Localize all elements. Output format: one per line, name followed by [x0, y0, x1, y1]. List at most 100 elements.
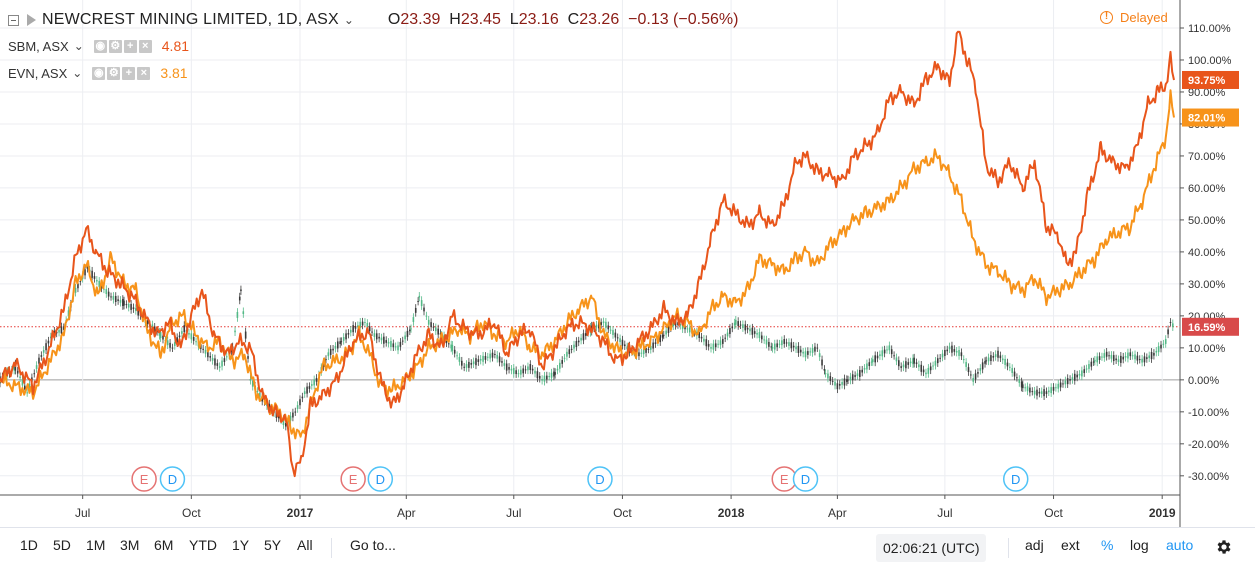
- event-circle[interactable]: [340, 466, 366, 492]
- candle-body: [327, 352, 330, 357]
- range-3m[interactable]: 3M: [120, 537, 140, 553]
- candle-body: [1078, 373, 1081, 376]
- candle-body: [883, 349, 886, 354]
- series-line-sbm[interactable]: [0, 30, 1175, 478]
- compare-symbol[interactable]: EVN, ASX: [8, 65, 68, 81]
- candle-body: [979, 368, 982, 371]
- dividend-marker[interactable]: D: [587, 466, 613, 492]
- chevron-down-icon[interactable]: ⌄: [72, 66, 83, 80]
- high-label: H: [449, 11, 461, 28]
- plus-icon[interactable]: +: [122, 66, 136, 80]
- gear-icon[interactable]: ⚙: [108, 39, 122, 53]
- candle-body: [561, 360, 563, 364]
- compare-legend-sbm[interactable]: SBM, ASX ⌄ ◉ ⚙ + × 4.81: [8, 38, 189, 54]
- chevron-down-icon[interactable]: ⌄: [73, 39, 84, 53]
- candle-body: [797, 345, 800, 353]
- log-toggle[interactable]: log: [1130, 537, 1149, 553]
- candle-body: [1083, 369, 1086, 374]
- candle-body: [965, 362, 967, 367]
- candle-body: [352, 325, 354, 333]
- candle-body: [1092, 361, 1095, 363]
- ext-toggle[interactable]: ext: [1061, 537, 1080, 553]
- candle-body: [948, 346, 951, 350]
- close-icon[interactable]: ×: [138, 39, 152, 53]
- minus-square-icon[interactable]: [8, 14, 19, 26]
- main-series-legend[interactable]: NEWCREST MINING LIMITED, 1D, ASX ⌄ O23.3…: [8, 11, 738, 29]
- event-circle[interactable]: [792, 466, 819, 492]
- range-ytd[interactable]: YTD: [189, 537, 217, 553]
- event-label: E: [780, 472, 789, 487]
- range-6m[interactable]: 6M: [154, 537, 174, 553]
- range-1m[interactable]: 1M: [86, 537, 106, 553]
- candle-body: [953, 349, 956, 352]
- candle-body: [1057, 383, 1060, 389]
- candle-body: [1129, 352, 1132, 357]
- candle-body: [1090, 361, 1093, 367]
- compare-symbol[interactable]: SBM, ASX: [8, 38, 69, 54]
- event-circle[interactable]: [587, 466, 613, 492]
- candle-body: [893, 355, 895, 357]
- price-chart[interactable]: 110.00%100.00%90.00%80.00%70.00%60.00%50…: [0, 0, 1255, 527]
- clock-time[interactable]: 02:06:21 (UTC): [876, 534, 987, 562]
- chevron-down-icon[interactable]: ⌄: [343, 13, 354, 27]
- range-1d[interactable]: 1D: [20, 537, 38, 553]
- flag-icon[interactable]: [27, 14, 36, 26]
- candle-body: [553, 371, 555, 377]
- close-icon[interactable]: ×: [137, 66, 151, 80]
- candle-body: [985, 360, 988, 362]
- candle-body: [559, 362, 561, 369]
- candle-body: [863, 367, 866, 370]
- earnings-marker[interactable]: E: [771, 466, 797, 492]
- candle-body: [1160, 344, 1162, 349]
- candle-body: [174, 342, 176, 346]
- candle-body: [638, 352, 640, 357]
- candle-body: [1105, 351, 1108, 357]
- range-5y[interactable]: 5Y: [264, 537, 282, 553]
- adj-toggle[interactable]: adj: [1025, 537, 1044, 553]
- candle-body: [1073, 373, 1076, 381]
- candle-body: [790, 342, 793, 349]
- y-tick-label: 30.00%: [1188, 279, 1226, 291]
- candle-body: [554, 372, 556, 375]
- candle-body: [259, 392, 261, 398]
- plus-icon[interactable]: +: [123, 39, 137, 53]
- candle-body: [737, 321, 739, 326]
- compare-legend-evn[interactable]: EVN, ASX ⌄ ◉ ⚙ + × 3.81: [8, 65, 188, 81]
- earnings-marker[interactable]: E: [131, 466, 157, 492]
- eye-icon[interactable]: ◉: [93, 39, 107, 53]
- eye-icon[interactable]: ◉: [92, 66, 106, 80]
- range-5d[interactable]: 5D: [53, 537, 71, 553]
- auto-toggle[interactable]: auto: [1166, 537, 1194, 553]
- gear-icon[interactable]: ⚙: [107, 66, 121, 80]
- earnings-marker[interactable]: E: [340, 466, 366, 492]
- candle-body: [1071, 377, 1074, 380]
- candle-body: [895, 357, 898, 362]
- event-circle[interactable]: [367, 466, 394, 492]
- dividend-marker[interactable]: D: [159, 466, 186, 492]
- candle-body: [1164, 339, 1167, 344]
- candle-body: [771, 347, 774, 349]
- delayed-indicator[interactable]: ! Delayed: [1100, 10, 1168, 25]
- series-line-evn[interactable]: [0, 89, 1175, 440]
- symbol-title[interactable]: NEWCREST MINING LIMITED, 1D, ASX: [42, 11, 339, 28]
- percent-toggle[interactable]: %: [1101, 537, 1114, 553]
- candle-body: [122, 298, 124, 307]
- candle-body: [240, 289, 242, 292]
- event-circle[interactable]: [131, 466, 157, 492]
- candle-body: [1169, 322, 1172, 324]
- range-all[interactable]: All: [297, 537, 313, 553]
- dividend-marker[interactable]: D: [367, 466, 394, 492]
- event-circle[interactable]: [159, 466, 186, 492]
- range-1y[interactable]: 1Y: [232, 537, 250, 553]
- candle-body: [749, 328, 751, 332]
- goto-button[interactable]: Go to...: [350, 537, 396, 553]
- event-circle[interactable]: [1002, 466, 1029, 492]
- dividend-marker[interactable]: D: [1002, 466, 1029, 492]
- dividend-marker[interactable]: D: [792, 466, 819, 492]
- candle-body: [1127, 352, 1129, 359]
- gear-icon[interactable]: [1215, 538, 1233, 556]
- candle-body: [47, 340, 50, 344]
- candle-body: [342, 337, 345, 341]
